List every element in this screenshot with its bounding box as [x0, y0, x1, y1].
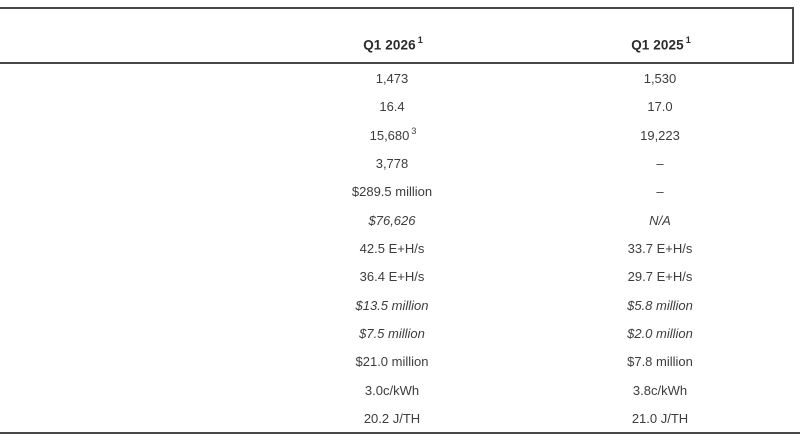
cell-value: 36.4 E+H/s	[359, 269, 425, 285]
cell-value: 21.0 J/TH	[631, 411, 689, 427]
table-row: 20.2 J/TH 21.0 J/TH	[0, 404, 800, 432]
cell-q1-2025: 1,530	[528, 71, 794, 85]
cell-q1-2025: N/A	[528, 213, 794, 227]
cell-q1-2026: 3.0c/kWh	[258, 382, 528, 398]
table-row: 16.4 17.0	[0, 92, 800, 120]
cell-value: 1,530	[643, 71, 677, 87]
table-bottom-rule	[0, 432, 800, 434]
column-header-label: Q1 2025	[631, 37, 684, 53]
cell-q1-2025: 33.7 E+H/s	[528, 241, 794, 255]
table-row: $7.5 million $2.0 million	[0, 319, 800, 347]
cell-q1-2026: $13.5 million	[258, 297, 528, 313]
cell-value: $2.0 million	[627, 326, 693, 342]
table-row: 42.5 E+H/s 33.7 E+H/s	[0, 234, 800, 262]
cell-q1-2026: 20.2 J/TH	[258, 411, 528, 425]
cell-value: 1,473	[375, 71, 409, 87]
cell-value: 3.8c/kWh	[632, 382, 688, 398]
cell-value: 15,680	[369, 127, 410, 143]
column-header-q1-2026: Q1 2026 1	[258, 35, 528, 53]
table-row: 15,680 3 19,223	[0, 121, 800, 149]
cell-value: $7.5 million	[359, 326, 425, 342]
cell-value: 16.4	[379, 99, 405, 115]
cell-value: 19,223	[640, 127, 680, 143]
table-row: 36.4 E+H/s 29.7 E+H/s	[0, 262, 800, 290]
table-row: $76,626 N/A	[0, 206, 800, 234]
cell-value: 20.2 J/TH	[363, 411, 421, 427]
cell-q1-2026: $289.5 million	[258, 184, 528, 200]
cell-q1-2025: $5.8 million	[528, 297, 794, 313]
table-body: 1,473 1,530 16.4 17.0 15,680 3 19,223 3,7…	[0, 64, 800, 432]
cell-value: $21.0 million	[355, 354, 429, 370]
footnote-marker: 1	[417, 35, 423, 45]
cell-value: –	[656, 156, 664, 172]
cell-q1-2025: 29.7 E+H/s	[528, 269, 794, 285]
cell-q1-2025: $7.8 million	[528, 354, 794, 368]
cell-value: $76,626	[368, 212, 416, 228]
table-row: $289.5 million –	[0, 177, 800, 205]
table-header-row: Q1 2026 1 Q1 2025 1	[0, 8, 800, 62]
table-row: $21.0 million $7.8 million	[0, 347, 800, 375]
cell-q1-2025: 3.8c/kWh	[528, 382, 794, 398]
cell-q1-2026: 42.5 E+H/s	[258, 241, 528, 255]
cell-q1-2026: 15,680 3	[258, 125, 528, 143]
table-row: 3,778 –	[0, 149, 800, 177]
cell-q1-2026: 3,778	[258, 156, 528, 170]
cell-value: 29.7 E+H/s	[627, 269, 693, 285]
cell-value: –	[656, 184, 664, 200]
cell-value: 42.5 E+H/s	[359, 241, 425, 257]
table-row: $13.5 million $5.8 million	[0, 291, 800, 319]
cell-q1-2025: 17.0	[528, 99, 794, 115]
cell-q1-2025: –	[528, 184, 794, 200]
cell-q1-2025: –	[528, 156, 794, 170]
table-row: 1,473 1,530	[0, 64, 800, 92]
footnote-marker: 1	[685, 35, 691, 45]
header-right-border	[792, 7, 794, 64]
cell-value: 3.0c/kWh	[364, 382, 420, 398]
cell-q1-2026: 1,473	[258, 71, 528, 85]
cell-value: 17.0	[647, 99, 673, 115]
footnote-marker: 3	[411, 125, 417, 136]
cell-value: $289.5 million	[351, 184, 433, 200]
cell-value: $5.8 million	[627, 297, 693, 313]
cell-value: $13.5 million	[355, 297, 429, 313]
cell-value: 33.7 E+H/s	[627, 241, 693, 257]
cell-value: 3,778	[375, 156, 409, 172]
cell-q1-2025: $2.0 million	[528, 326, 794, 340]
cell-value: $7.8 million	[627, 354, 693, 370]
cell-q1-2026: 16.4	[258, 99, 528, 115]
table-top-rule	[0, 7, 794, 9]
cell-q1-2026: $7.5 million	[258, 326, 528, 340]
table-row: 3.0c/kWh 3.8c/kWh	[0, 375, 800, 403]
cell-q1-2025: 19,223	[528, 128, 794, 142]
cell-q1-2026: 36.4 E+H/s	[258, 269, 528, 285]
cell-value: N/A	[649, 212, 671, 228]
cell-q1-2026: $21.0 million	[258, 354, 528, 368]
cell-q1-2025: 21.0 J/TH	[528, 411, 794, 425]
cell-q1-2026: $76,626	[258, 213, 528, 227]
column-header-q1-2025: Q1 2025 1	[528, 35, 794, 53]
column-header-label: Q1 2026	[363, 37, 416, 53]
header-divider-rule	[0, 62, 794, 64]
